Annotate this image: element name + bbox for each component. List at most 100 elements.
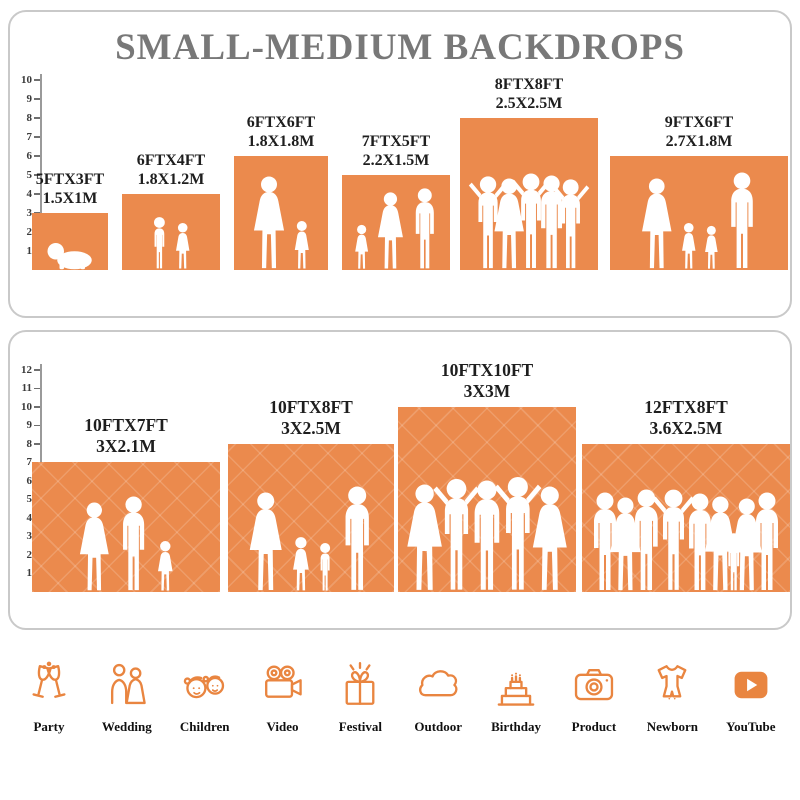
ruler-tick (34, 406, 40, 408)
ruler-tick (34, 79, 40, 81)
ruler-number: 4 (26, 511, 33, 524)
ruler-mark-12: 12 (12, 363, 40, 377)
ruler-number: 10 (21, 73, 32, 86)
backdrop-stage: 5FTX3FT 1.5X1M 6FTX4FT 1.8X1.2M 6FTX6FT 1.8X1… (10, 12, 790, 316)
ruler-tick (34, 155, 40, 157)
backdrop-size-label: 6FTX4FT 1.8X1.2M (137, 151, 205, 189)
ruler-number: 9 (26, 419, 33, 431)
person-girl-silhouette (293, 537, 309, 591)
backdrop-10ftx7ft: 10FTX7FT 3X2.1M (32, 415, 220, 592)
people-silhouettes (355, 188, 434, 269)
ruler-mark-8: 8 (12, 437, 40, 451)
person-man-silhouette (756, 492, 778, 590)
ruler-number: 2 (26, 548, 33, 561)
category-label: Children (179, 719, 230, 734)
party-icon (32, 661, 66, 698)
backdrop-8ftx8ft: 8FTX8FT 2.5X2.5M (460, 76, 598, 270)
size-meters-label: 3X2.1M (96, 436, 156, 456)
size-meters-label: 1.8X1.2M (137, 170, 205, 188)
festival-icon (345, 661, 375, 705)
size-feet-label: 9FTX6FT (664, 113, 734, 131)
backdrop-sheet (398, 407, 576, 592)
backdrop-size-label: 10FTX8FT 3X2.5M (269, 397, 353, 439)
backdrop-sheet (460, 118, 598, 270)
people-silhouettes (253, 176, 309, 269)
ruler-number: 8 (26, 437, 33, 450)
backdrop-sheet (32, 213, 108, 270)
category-video: Video (258, 660, 308, 735)
person-man-silhouette (123, 496, 145, 591)
backdrop-sheet (342, 175, 450, 270)
person-woman-silhouette (249, 492, 282, 590)
ruler-tick (34, 369, 40, 371)
person-man-silhouette (635, 489, 658, 590)
ruler-number: 9 (26, 92, 33, 105)
ruler-number: 12 (21, 363, 32, 376)
category-label: Birthday (491, 719, 541, 734)
category-birthday: Birthday (491, 660, 541, 735)
ruler-line (40, 74, 42, 270)
ruler-number: 1 (26, 244, 33, 257)
people-silhouettes (249, 486, 369, 591)
backdrop-10ftx10ft: 10FTX10FT 3X3M (398, 360, 576, 592)
ruler-tick (34, 424, 40, 427)
person-girl-silhouette (705, 225, 718, 269)
ruler-tick (34, 98, 40, 100)
ruler-mark-9: 9 (12, 419, 40, 433)
ruler-number: 6 (26, 474, 33, 487)
backdrop-sheet (582, 444, 790, 592)
size-feet-label: 8FTX8FT (494, 75, 564, 93)
person-man-silhouette (415, 188, 434, 269)
category-product: Product (569, 660, 619, 735)
youtube-icon (734, 671, 768, 699)
ruler-tick (34, 117, 40, 119)
backdrop-7ftx5ft: 7FTX5FT 2.2X1.5M (342, 133, 450, 270)
people-silhouettes (468, 173, 590, 269)
person-girl-silhouette (158, 541, 173, 591)
size-meters-label: 1.8X1.8M (247, 132, 315, 150)
ruler-number: 4 (26, 187, 33, 200)
category-label: Festival (338, 719, 383, 734)
category-youtube: YouTube (726, 660, 776, 735)
newborn-icon (657, 665, 687, 700)
backdrop-sheet (122, 194, 220, 270)
category-wedding: Wedding (102, 660, 152, 735)
person-cheer-silhouette (552, 179, 590, 269)
category-festival: Festival (335, 660, 385, 735)
person-boy-silhouette (154, 217, 165, 269)
ruler-tick (34, 443, 40, 445)
person-woman-silhouette (407, 484, 442, 590)
birthday-icon (497, 672, 535, 706)
ruler-number: 11 (21, 382, 32, 394)
size-meters-label: 3X2.5M (281, 418, 341, 438)
ruler-tick (34, 136, 40, 138)
size-meters-label: 1.5X1M (42, 189, 98, 207)
children-icon (183, 675, 224, 699)
category-label: Product (571, 719, 617, 734)
person-cheer-silhouette (652, 489, 695, 590)
category-outdoor: Outdoor (413, 660, 463, 735)
size-feet-label: 12FTX8FT (644, 397, 728, 417)
person-cheer-silhouette (433, 478, 480, 590)
ruler-number: 2 (26, 225, 33, 238)
person-woman-silhouette (532, 486, 567, 590)
size-feet-label: 10FTX7FT (84, 415, 168, 435)
people-silhouettes (407, 476, 567, 590)
size-meters-label: 3.6X2.5M (649, 418, 723, 438)
ruler-tick (34, 193, 40, 195)
people-silhouettes (594, 489, 778, 591)
backdrop-10ftx8ft: 10FTX8FT 3X2.5M (228, 397, 394, 592)
outdoor-icon (419, 670, 458, 697)
backdrop-stage: 10FTX7FT 3X2.1M 10FTX8FT 3X2.5M 10FTX10FT 3X3… (10, 332, 790, 628)
ruler-mark-11: 11 (12, 382, 40, 396)
category-label: Wedding (101, 719, 152, 734)
ruler-mark-9: 9 (12, 92, 40, 106)
small-medium-backdrops-panel: SMALL-MEDIUM BACKDROPS 1 2 3 4 5 6 7 8 9 10 5FTX3… (8, 10, 792, 318)
ruler-mark-4: 4 (12, 187, 40, 201)
ruler-mark-10: 10 (12, 73, 40, 87)
people-silhouettes (642, 172, 753, 269)
ruler-mark-7: 7 (12, 130, 40, 144)
ruler-number: 5 (26, 493, 33, 505)
ruler-number: 7 (26, 130, 33, 143)
category-label: Party (33, 719, 65, 734)
